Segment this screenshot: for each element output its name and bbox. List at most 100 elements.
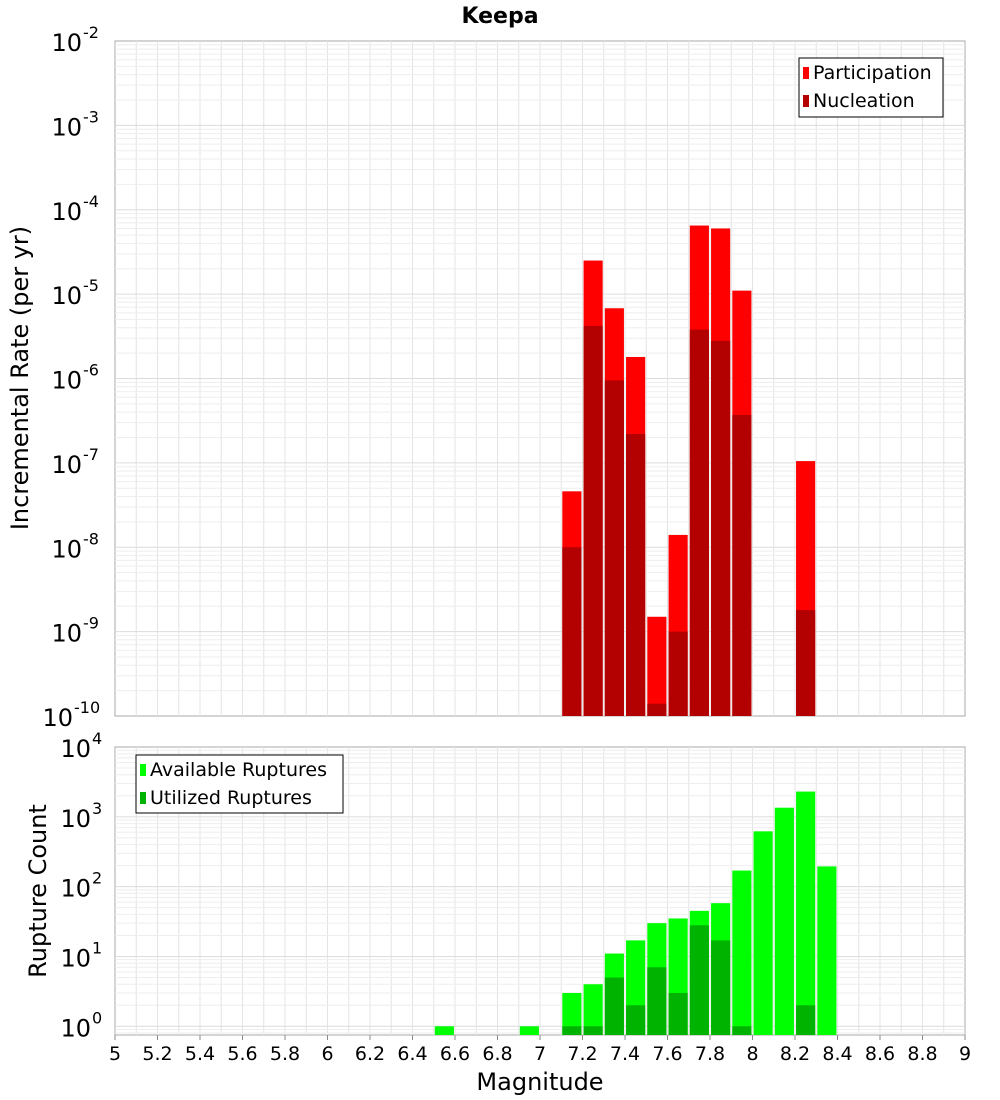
- x-tick-label: 7: [534, 1043, 546, 1065]
- bar-nucleation: [689, 329, 709, 716]
- x-tick-label: 6.4: [397, 1043, 427, 1065]
- bar-utilized-ruptures: [711, 940, 731, 1035]
- legend-swatch-nucleation: [803, 95, 809, 107]
- x-axis-label: Magnitude: [476, 1068, 603, 1096]
- bar-available-ruptures: [817, 866, 837, 1035]
- x-tick-label: 6.2: [355, 1043, 385, 1065]
- y-tick-label-base: 10: [51, 113, 82, 141]
- x-tick-label: 8.4: [822, 1043, 852, 1065]
- bottom-y-axis-label: Rupture Count: [24, 804, 52, 978]
- top-grid: [115, 41, 965, 716]
- bar-utilized-ruptures: [689, 925, 709, 1035]
- bar-nucleation: [626, 433, 646, 716]
- chart-title: Keepa: [461, 4, 538, 29]
- bar-available-ruptures: [796, 791, 816, 1035]
- y-tick-label-base: 10: [51, 282, 82, 310]
- y-tick-label-exponent: -9: [83, 614, 99, 633]
- y-tick-label-base: 10: [51, 451, 82, 479]
- x-tick-label: 8.2: [780, 1043, 810, 1065]
- bottom-legend: Available Ruptures Utilized Ruptures: [135, 754, 344, 814]
- bar-nucleation: [583, 325, 603, 716]
- y-tick-label-base: 10: [42, 704, 73, 732]
- y-tick-label-base: 10: [51, 198, 82, 226]
- y-tick-label-base: 10: [60, 805, 91, 833]
- y-tick-label-exponent: 0: [92, 1008, 102, 1027]
- y-tick-label-base: 10: [51, 535, 82, 563]
- x-ticks: 5 5.2 5.4 5.6 5.8 6 6.2 6.4 6.6 6.8 7 7.2 7.4 7.6 7.8 8…: [109, 1035, 971, 1065]
- y-tick-label-exponent: 4: [92, 729, 102, 748]
- bar-utilized-ruptures: [583, 1026, 603, 1035]
- bar-utilized-ruptures: [626, 1005, 646, 1035]
- x-tick-label: 8.8: [907, 1043, 937, 1065]
- legend-swatch-utilized: [140, 792, 146, 804]
- x-tick-label: 8: [746, 1043, 758, 1065]
- bottom-legend-box: [135, 754, 344, 814]
- y-tick-label-exponent: -6: [83, 361, 99, 380]
- y-tick-label-base: 10: [60, 1014, 91, 1042]
- top-legend: Participation Nucleation: [798, 57, 944, 118]
- bar-available-ruptures: [434, 1026, 454, 1035]
- y-tick-label-exponent: -3: [83, 107, 99, 126]
- x-tick-label: 6.6: [440, 1043, 470, 1065]
- legend-label-nucleation: Nucleation: [813, 90, 915, 112]
- top-y-ticks: 10-210-310-410-510-610-710-810-910-10: [42, 23, 100, 732]
- x-tick-label: 7.8: [695, 1043, 725, 1065]
- top-y-axis-label: Incremental Rate (per yr): [6, 226, 34, 530]
- bar-participation: [647, 616, 667, 716]
- legend-label-utilized: Utilized Ruptures: [150, 787, 312, 809]
- x-tick-label: 5.6: [227, 1043, 257, 1065]
- bar-available-ruptures: [753, 831, 773, 1035]
- bar-nucleation: [668, 631, 688, 716]
- y-tick-label-exponent: -5: [83, 276, 99, 295]
- bar-available-ruptures: [519, 1026, 539, 1035]
- y-tick-label-base: 10: [60, 944, 91, 972]
- y-tick-label-base: 10: [60, 875, 91, 903]
- bottom-bars: [434, 791, 837, 1035]
- legend-label-participation: Participation: [813, 62, 932, 84]
- bar-utilized-ruptures: [732, 1026, 752, 1035]
- bar-nucleation: [562, 547, 582, 716]
- y-tick-label-base: 10: [60, 735, 91, 763]
- y-tick-label-exponent: 3: [92, 799, 102, 818]
- y-tick-label-base: 10: [51, 367, 82, 395]
- x-tick-label: 5.4: [185, 1043, 215, 1065]
- x-tick-label: 5.2: [142, 1043, 172, 1065]
- bar-available-ruptures: [583, 984, 603, 1035]
- x-tick-label: 7.4: [610, 1043, 640, 1065]
- y-tick-label-exponent: -7: [83, 445, 99, 464]
- x-tick-label: 9: [959, 1043, 971, 1065]
- bar-nucleation: [647, 703, 667, 716]
- y-tick-label-base: 10: [51, 29, 82, 57]
- bar-nucleation: [711, 340, 731, 716]
- x-tick-label: 8.6: [865, 1043, 895, 1065]
- x-tick-label: 6: [321, 1043, 333, 1065]
- y-tick-label-base: 10: [51, 620, 82, 648]
- bar-available-ruptures: [732, 870, 752, 1035]
- legend-swatch-available: [140, 764, 146, 776]
- top-panel: 10-210-310-410-510-610-710-810-910-10 In…: [6, 23, 966, 732]
- legend-label-available: Available Ruptures: [150, 759, 327, 781]
- top-legend-box: [798, 57, 944, 118]
- y-tick-label-exponent: -8: [83, 529, 99, 548]
- y-tick-label-exponent: -2: [83, 23, 99, 42]
- y-tick-label-exponent: -10: [74, 698, 100, 717]
- bar-available-ruptures: [774, 807, 794, 1035]
- x-tick-label: 5.8: [270, 1043, 300, 1065]
- bar-available-ruptures: [562, 992, 582, 1035]
- bar-nucleation: [732, 414, 752, 716]
- x-tick-label: 5: [109, 1043, 121, 1065]
- x-tick-label: 6.8: [482, 1043, 512, 1065]
- bar-utilized-ruptures: [604, 977, 624, 1035]
- bar-nucleation: [796, 610, 816, 716]
- y-tick-label-exponent: -4: [83, 192, 99, 211]
- x-tick-label: 7.2: [567, 1043, 597, 1065]
- bar-utilized-ruptures: [647, 967, 667, 1035]
- top-bars: [562, 225, 816, 716]
- x-tick-label: 7.6: [652, 1043, 682, 1065]
- y-tick-label-exponent: 1: [92, 938, 102, 957]
- bar-nucleation: [604, 380, 624, 716]
- bar-utilized-ruptures: [796, 1005, 816, 1035]
- bar-utilized-ruptures: [668, 992, 688, 1035]
